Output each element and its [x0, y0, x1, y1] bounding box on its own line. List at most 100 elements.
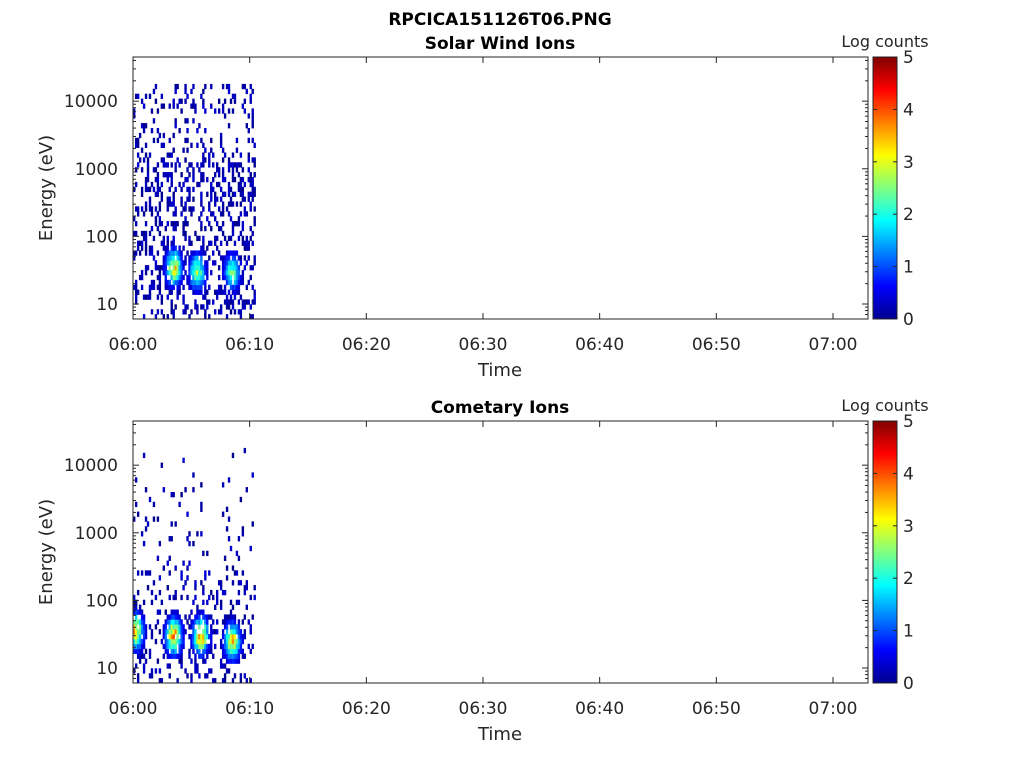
- spectrogram-cell: [239, 496, 243, 503]
- spectrogram-cell: [227, 299, 231, 305]
- spectrogram-cell: [194, 255, 197, 261]
- spectrogram-cell: [164, 624, 167, 630]
- spectrogram-cell: [231, 250, 235, 256]
- spectrogram-cell: [146, 294, 150, 300]
- spectrogram-cell: [166, 240, 169, 246]
- spectrogram-cell: [192, 643, 195, 650]
- spectrogram-cell: [166, 221, 169, 227]
- spectrogram-cell: [214, 172, 217, 178]
- spectrogram-cell: [221, 176, 225, 183]
- spectrogram-cell: [196, 663, 199, 669]
- spectrogram-cell: [231, 221, 235, 227]
- spectrogram-cell: [178, 270, 181, 276]
- spectrogram-cell: [168, 289, 171, 295]
- spectrogram-cell: [168, 619, 171, 625]
- spectrogram-cell: [190, 619, 193, 625]
- spectrogram-cell: [170, 176, 173, 183]
- spectrogram-cell: [154, 594, 158, 601]
- spectrogram-cell: [212, 176, 215, 183]
- spectrogram-cell: [133, 629, 136, 635]
- spectrogram-cell: [204, 260, 207, 266]
- spectrogram-cell: [227, 289, 231, 295]
- spectrogram-cell: [251, 643, 254, 650]
- spectrogram-cell: [200, 304, 203, 310]
- spectrogram-cell: [239, 186, 243, 193]
- spectrogram-cell: [210, 629, 213, 635]
- spectrogram-cell: [231, 162, 235, 168]
- spectrogram-cell: [210, 589, 213, 596]
- spectrogram-cell: [200, 501, 203, 508]
- spectrogram-cell: [158, 540, 162, 547]
- spectrogram-cell: [174, 88, 177, 95]
- spectrogram-cell: [192, 638, 195, 645]
- spectrogram-cell: [190, 634, 193, 640]
- spectrogram-cell: [233, 614, 237, 620]
- spectrogram-cell: [237, 284, 241, 291]
- spectrogram-cell: [225, 643, 229, 650]
- spectrogram-cell: [192, 274, 195, 281]
- spectrogram-cell: [251, 88, 254, 95]
- spectrogram-cell: [190, 643, 193, 650]
- spectrogram-cell: [202, 250, 205, 256]
- spectrogram-cell: [219, 663, 223, 669]
- spectrogram-cell: [164, 265, 167, 271]
- spectrogram-cell: [200, 274, 203, 281]
- spectrogram-cell: [158, 279, 162, 286]
- spectrogram-cell: [210, 191, 213, 197]
- spectrogram-cell: [184, 221, 187, 227]
- spectrogram-cell: [225, 265, 229, 271]
- spectrogram-cell: [140, 191, 144, 197]
- spectrogram-cell: [241, 299, 245, 305]
- spectrogram-cell: [168, 570, 171, 576]
- spectrogram-cell: [235, 599, 239, 606]
- spectrogram-cell: [233, 176, 237, 183]
- spectrogram-cell: [198, 673, 201, 679]
- spectrogram-cell: [148, 673, 152, 679]
- spectrogram-cell: [202, 653, 205, 659]
- spectrogram-cell: [204, 83, 207, 90]
- spectrogram-cell: [164, 172, 167, 178]
- spectrogram-cell: [237, 186, 241, 193]
- spectrogram-cell: [217, 206, 221, 212]
- spectrogram-cell: [229, 265, 233, 271]
- spectrogram-cell: [229, 186, 233, 193]
- spectrogram-cell: [221, 191, 225, 197]
- spectrogram-cell: [241, 83, 245, 90]
- spectrogram-cell: [196, 309, 199, 315]
- spectrogram-cell: [142, 123, 146, 129]
- spectrogram-cell: [188, 162, 191, 168]
- spectrogram-cell: [221, 629, 225, 635]
- spectrogram-cell: [219, 599, 223, 606]
- spectrogram-cell: [253, 594, 256, 601]
- spectrogram-cell: [229, 638, 233, 645]
- spectrogram-cell: [233, 265, 237, 271]
- spectrogram-cell: [200, 172, 203, 178]
- spectrogram-cell: [148, 196, 152, 202]
- colorbar-label: Log counts: [841, 396, 928, 415]
- spectrogram-cell: [231, 624, 235, 630]
- spectrogram-cell: [164, 643, 167, 650]
- spectrogram-cell: [221, 108, 225, 114]
- spectrogram-cell: [206, 265, 209, 271]
- spectrogram-cell: [241, 191, 245, 197]
- spectrogram-cell: [170, 255, 173, 261]
- spectrogram-cell: [204, 127, 207, 134]
- spectrogram-cell: [180, 629, 183, 635]
- spectrogram-cell: [180, 270, 183, 276]
- spectrogram-cell: [134, 599, 138, 606]
- spectrogram-cell: [204, 309, 207, 315]
- spectrogram-cell: [168, 270, 171, 276]
- spectrogram-cell: [184, 83, 187, 90]
- spectrogram-cell: [198, 624, 201, 630]
- spectrogram-cell: [231, 658, 235, 664]
- spectrogram-cell: [192, 172, 195, 178]
- spectrogram-cell: [245, 284, 248, 291]
- spectrogram-cell: [221, 482, 225, 488]
- spectrogram-cell: [156, 619, 160, 625]
- spectrogram-cell: [206, 216, 209, 222]
- spectrogram-cell: [235, 289, 239, 295]
- spectrogram-cell: [138, 604, 142, 610]
- spectrogram-cell: [210, 638, 213, 645]
- spectrogram-cell: [192, 118, 195, 124]
- spectrogram-cell: [202, 176, 205, 183]
